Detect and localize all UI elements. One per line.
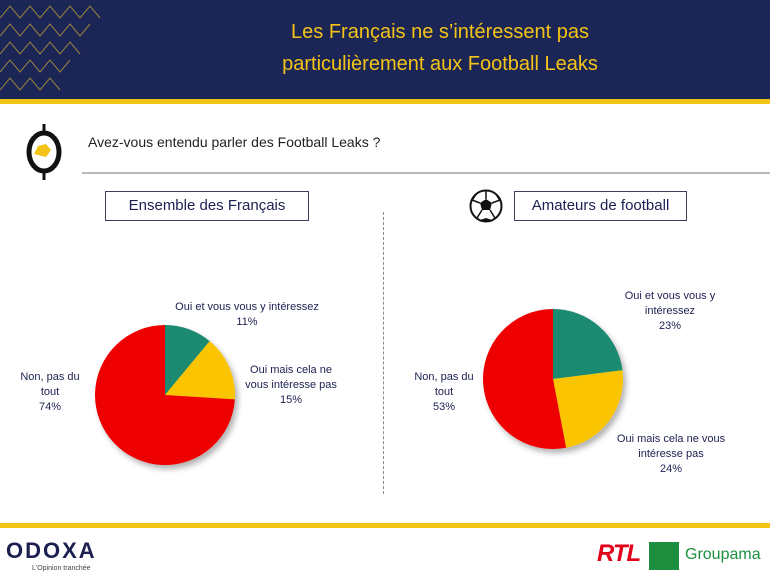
label-text: Oui mais cela ne vous xyxy=(616,433,726,445)
pie-slice-right-1 xyxy=(553,370,623,448)
label-text: tout xyxy=(434,386,454,398)
label-text: intéressez xyxy=(644,305,696,317)
label-text: Non, pas du xyxy=(20,371,80,383)
rtl-logo: RTL xyxy=(597,540,641,567)
chart-divider xyxy=(383,212,384,494)
pie-slice-left-0 xyxy=(165,325,210,395)
label-text: Oui et vous vous y xyxy=(624,290,716,302)
pie-slice-right-2 xyxy=(483,309,567,449)
label-value: 11% xyxy=(236,316,258,328)
chevron-pattern-decoration xyxy=(0,5,101,91)
label-text: Oui mais cela ne xyxy=(250,364,332,376)
question-divider xyxy=(82,172,770,174)
question-text: Avez-vous entendu parler des Football Le… xyxy=(88,134,381,150)
title-line-2: particulièrement aux Football Leaks xyxy=(282,53,598,75)
pie-chart-left xyxy=(95,325,236,465)
label-text: Non, pas du xyxy=(414,371,474,383)
chart-title-left: Ensemble des Français xyxy=(105,191,309,221)
label-right-mais: Oui mais cela ne vous intéresse pas 24% xyxy=(606,432,736,477)
label-left-oui: Oui et vous vous y intéressez 11% xyxy=(162,300,332,330)
label-right-oui: Oui et vous vous y intéressez 23% xyxy=(610,289,730,334)
label-text: Oui et vous vous y intéressez xyxy=(175,301,319,313)
title-line-1: Les Français ne s’intéressent pas xyxy=(291,21,589,43)
pie-slice-left-2 xyxy=(95,325,235,465)
pie-slice-right-0 xyxy=(553,309,623,379)
header-accent-stripe xyxy=(0,99,770,104)
label-value: 24% xyxy=(659,463,683,475)
label-text: intéresse pas xyxy=(638,448,704,460)
label-right-non: Non, pas du tout 53% xyxy=(404,370,484,415)
groupama-leaf-icon xyxy=(649,542,679,570)
odoxa-dollar-icon xyxy=(26,124,62,180)
label-value: 74% xyxy=(38,401,62,413)
header-banner: Les Français ne s’intéressent pas partic… xyxy=(0,0,770,99)
label-left-non: Non, pas du tout 74% xyxy=(10,370,90,415)
label-text: tout xyxy=(40,386,60,398)
pie-slice-left-1 xyxy=(165,341,236,400)
label-value: 15% xyxy=(279,394,303,406)
pie-chart-right xyxy=(483,309,623,449)
soccer-ball-icon xyxy=(469,189,503,223)
footer-accent-stripe xyxy=(0,523,770,528)
label-value: 23% xyxy=(658,320,682,332)
groupama-logo: Groupama xyxy=(685,546,761,563)
odoxa-tagline: L'Opinion tranchée xyxy=(32,565,91,572)
label-value: 53% xyxy=(432,401,456,413)
chart-title-right: Amateurs de football xyxy=(514,191,687,221)
label-text: vous intéresse pas xyxy=(245,379,337,391)
label-left-mais: Oui mais cela ne vous intéresse pas 15% xyxy=(236,363,346,408)
page-title: Les Français ne s’intéressent pas partic… xyxy=(200,16,680,80)
odoxa-logo: ODOXA xyxy=(6,538,97,563)
